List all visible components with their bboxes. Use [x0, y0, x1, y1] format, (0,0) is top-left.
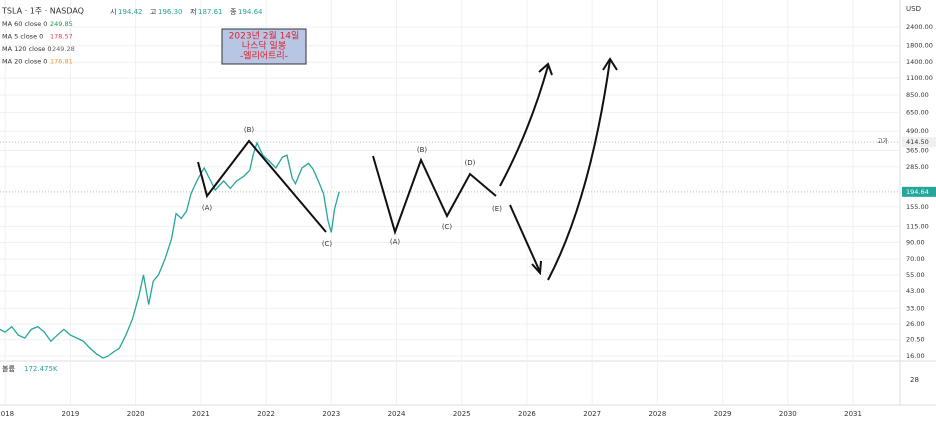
x-tick-label: 2019 [62, 410, 80, 418]
x-tick-label: 2021 [192, 410, 210, 418]
annotation-text: 나스닥 일봉 [242, 41, 286, 52]
y-tick-label: 16.00 [906, 352, 925, 360]
wave-arrow [509, 204, 541, 273]
y-tick-label: 1100.00 [906, 74, 933, 82]
high-price-tag [902, 137, 936, 148]
wave-arrow-head [531, 260, 542, 276]
ohlc-key: 종 [230, 8, 237, 16]
ma-name: MA 5 close 0 [2, 33, 43, 41]
ma-value: 249.85 [50, 20, 73, 28]
y-tick-label: 55.00 [906, 271, 925, 279]
wave-label: (E) [492, 205, 502, 213]
high-tag: 고가 [877, 138, 889, 146]
annotation-text: 2023년 2월 14일 [229, 30, 300, 42]
y-tick-label: 365.00 [906, 147, 929, 155]
x-tick-label: 2025 [453, 410, 471, 418]
high-price-label: 414.50 [906, 138, 929, 146]
y-tick-label: 1400.00 [906, 58, 933, 66]
wave-label: (A) [390, 238, 401, 246]
wave-arrow [499, 65, 549, 187]
ma-name: MA 60 close 0 [2, 20, 47, 28]
annotation-text: -엘리어트리- [240, 51, 288, 62]
wave-label: (A) [202, 204, 213, 212]
y-tick-label: 650.00 [906, 109, 929, 117]
x-tick-label: 2028 [648, 410, 666, 418]
price-line [0, 141, 340, 359]
wave-arrow-head [602, 57, 618, 71]
ma-value: 176.81 [50, 58, 73, 66]
wave-line [372, 155, 497, 236]
x-tick-label: 2020 [127, 410, 145, 418]
y-tick-label: 2400.00 [906, 23, 933, 31]
ohlc-value: 194.42 [118, 8, 143, 16]
wave-line [197, 139, 327, 233]
x-tick-label: 2023 [322, 410, 340, 418]
wave-label: (B) [244, 126, 255, 134]
ma-value: 249.28 [52, 45, 75, 53]
y-tick-label: 20.50 [906, 336, 925, 344]
x-tick-label: 2029 [714, 410, 732, 418]
ohlc-value: 196.30 [158, 8, 183, 16]
annotation-box [221, 28, 307, 65]
ohlc-value: 194.64 [238, 8, 263, 16]
symbol-title: TSLA · 1주 · NASDAQ [1, 7, 84, 16]
y-tick-label: 155.00 [906, 203, 929, 211]
y-tick-label: 1800.00 [906, 42, 933, 50]
x-tick-label: 2030 [779, 410, 797, 418]
ma-name: MA 120 close 0 [2, 45, 52, 53]
x-tick-label: 2031 [844, 410, 862, 418]
wave-label: (B) [417, 146, 428, 154]
x-tick-label: 2026 [518, 410, 536, 418]
x-tick-label: 2022 [257, 410, 275, 418]
y-tick-label: 90.00 [906, 239, 925, 247]
y-tick-label: 285.00 [906, 163, 929, 171]
ma-value: 178.57 [50, 33, 73, 41]
ohlc-value: 187.61 [198, 8, 223, 16]
volume-axis-label: 28 [910, 376, 919, 384]
last-price-tag [902, 186, 936, 197]
y-tick-label: 70.00 [906, 255, 925, 263]
ohlc-key: 시 [110, 8, 116, 16]
y-tick-label: 115.00 [906, 222, 929, 230]
volume-title: 볼륨 [2, 364, 15, 373]
y-tick-label: 490.00 [906, 127, 929, 135]
wave-label: (C) [442, 223, 453, 231]
volume-value: 172.475K [24, 365, 58, 373]
x-tick-label: 2018 [0, 410, 14, 418]
y-tick-label: 43.00 [906, 287, 925, 295]
elliott-wave-drawing [197, 57, 618, 281]
y-tick-label: 26.00 [906, 320, 925, 328]
y-tick-label: 850.00 [906, 91, 929, 99]
wave-arrow-head [538, 62, 553, 76]
y-tick-label: 33.00 [906, 304, 925, 312]
ohlc-key: 저 [190, 7, 196, 16]
x-tick-label: 2024 [388, 410, 406, 418]
x-tick-label: 2027 [583, 410, 601, 418]
currency-label: USD [906, 5, 921, 13]
ma-name: MA 20 close 0 [2, 58, 47, 66]
last-price-label: 194.64 [906, 188, 929, 196]
wave-arrow [547, 59, 611, 281]
wave-label: (C) [322, 240, 333, 248]
wave-label: (D) [465, 159, 476, 167]
ohlc-key: 고 [150, 8, 157, 16]
